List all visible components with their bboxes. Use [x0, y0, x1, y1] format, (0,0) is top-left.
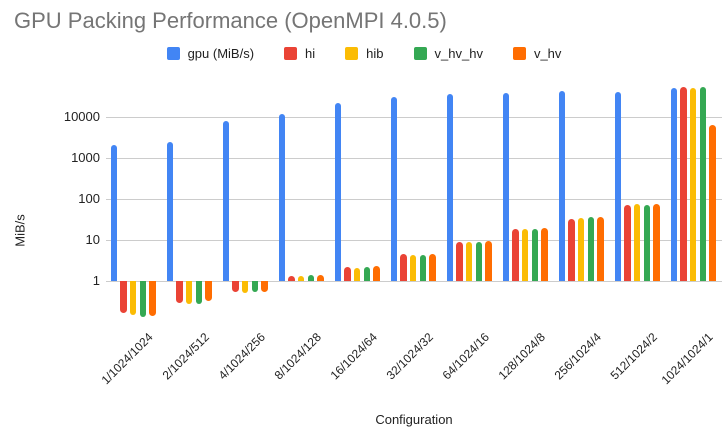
- bar-v_hv[interactable]: [205, 281, 212, 302]
- bar-v_hv_hv[interactable]: [307, 275, 315, 281]
- bar-gpu-MiB-s-[interactable]: [446, 94, 453, 281]
- legend: gpu (MiB/s) hi hib v_hv_hv v_hv: [0, 44, 728, 62]
- gridline: [106, 198, 722, 200]
- x-axis-label: 8/1024/128: [271, 330, 324, 383]
- bar-v_hv_hv[interactable]: [251, 281, 259, 292]
- bar-gpu-MiB-s-[interactable]: [278, 113, 285, 281]
- bar-hib[interactable]: [185, 281, 193, 305]
- bar-v_hv[interactable]: [709, 124, 716, 281]
- legend-item-gpu: gpu (MiB/s): [166, 45, 255, 61]
- bar-gpu-MiB-s-[interactable]: [558, 91, 565, 281]
- bar-gpu-MiB-s-[interactable]: [166, 141, 173, 281]
- bar-v_hv_hv[interactable]: [475, 241, 483, 281]
- gridline: [106, 239, 722, 241]
- x-axis-labels: 1/1024/1024 2/1024/512 4/1024/256 8/1024/12…: [99, 330, 722, 400]
- y-axis-tick-label: 10000: [63, 109, 100, 124]
- bar-v_hv_hv[interactable]: [419, 254, 427, 281]
- legend-label-gpu: gpu (MiB/s): [187, 45, 255, 61]
- bar-v_hv_hv[interactable]: [195, 281, 203, 305]
- legend-item-v_hv: v_hv: [512, 45, 562, 61]
- gridline: [106, 157, 722, 159]
- legend-item-v_hv_hv: v_hv_hv: [413, 45, 483, 61]
- bar-hi[interactable]: [400, 253, 407, 281]
- bar-v_hv[interactable]: [485, 240, 492, 281]
- bar-v_hv_hv[interactable]: [363, 266, 371, 281]
- bar-hi[interactable]: [680, 86, 687, 281]
- y-axis-ticks: 1 10 100 1000 10000: [58, 85, 100, 322]
- x-axis-label: 1024/1024/1: [658, 330, 716, 388]
- plot-area: [106, 85, 722, 322]
- bar-v_hv[interactable]: [261, 281, 268, 292]
- x-axis-label: 2/1024/512: [159, 330, 212, 383]
- bar-hi[interactable]: [176, 281, 183, 304]
- bar-gpu-MiB-s-[interactable]: [670, 87, 677, 281]
- x-axis-label: 64/1024/16: [439, 330, 492, 383]
- bar-hib[interactable]: [297, 276, 305, 281]
- legend-label-hib: hib: [366, 45, 384, 61]
- gridline: [106, 116, 722, 118]
- bar-hi[interactable]: [344, 266, 351, 281]
- y-axis-title: MiB/s: [12, 214, 28, 247]
- legend-swatch-v_hv_hv: [413, 46, 427, 60]
- bar-hi[interactable]: [232, 281, 239, 292]
- x-axis-label: 32/1024/32: [383, 330, 436, 383]
- x-axis-label: 512/1024/2: [607, 330, 660, 383]
- bar-v_hv_hv[interactable]: [531, 228, 539, 281]
- bar-hib[interactable]: [129, 281, 137, 315]
- bar-v_hv[interactable]: [541, 227, 548, 281]
- bar-gpu-MiB-s-[interactable]: [110, 144, 117, 281]
- bar-hib[interactable]: [633, 203, 641, 281]
- y-axis-tick-label: 10: [85, 232, 100, 247]
- x-axis-label: 4/1024/256: [215, 330, 268, 383]
- bar-gpu-MiB-s-[interactable]: [390, 96, 397, 281]
- bar-v_hv[interactable]: [429, 253, 436, 281]
- bar-gpu-MiB-s-[interactable]: [502, 92, 509, 281]
- chart-title: GPU Packing Performance (OpenMPI 4.0.5): [14, 8, 447, 33]
- legend-swatch-gpu: [166, 46, 180, 60]
- bar-v_hv[interactable]: [149, 281, 156, 316]
- bar-v_hv[interactable]: [373, 266, 380, 281]
- bar-hi[interactable]: [512, 228, 519, 281]
- legend-label-v_hv: v_hv: [533, 45, 562, 61]
- legend-swatch-hib: [345, 46, 359, 60]
- bar-v_hv_hv[interactable]: [139, 281, 147, 318]
- gridline: [106, 280, 722, 282]
- legend-label-v_hv_hv: v_hv_hv: [434, 45, 483, 61]
- bar-v_hv[interactable]: [653, 203, 660, 281]
- legend-item-hi: hi: [284, 46, 315, 61]
- bar-hib[interactable]: [689, 87, 697, 281]
- bar-gpu-MiB-s-[interactable]: [614, 91, 621, 281]
- y-axis-tick-label: 1: [92, 273, 100, 288]
- bar-hib[interactable]: [521, 228, 529, 281]
- y-axis-tick-label: 1000: [71, 150, 100, 165]
- x-axis-label: 16/1024/64: [327, 330, 380, 383]
- bar-v_hv[interactable]: [317, 275, 324, 281]
- bar-hib[interactable]: [353, 267, 361, 281]
- bar-hi[interactable]: [456, 241, 463, 281]
- x-axis-label: 1/1024/1024: [98, 330, 156, 388]
- bar-hi[interactable]: [120, 281, 127, 313]
- bar-v_hv[interactable]: [597, 217, 604, 281]
- legend-label-hi: hi: [305, 45, 316, 61]
- bar-hib[interactable]: [577, 217, 585, 281]
- bar-hib[interactable]: [241, 281, 249, 293]
- bar-v_hv_hv[interactable]: [587, 217, 595, 281]
- bar-hib[interactable]: [465, 242, 473, 281]
- legend-swatch-hi: [284, 46, 298, 60]
- bar-hi[interactable]: [624, 205, 631, 281]
- x-axis-title: Configuration: [375, 412, 453, 427]
- y-axis-tick-label: 100: [78, 191, 100, 206]
- x-axis-label: 128/1024/8: [495, 330, 548, 383]
- bar-gpu-MiB-s-[interactable]: [334, 102, 341, 281]
- legend-swatch-v_hv: [512, 46, 526, 60]
- bar-v_hv_hv[interactable]: [699, 86, 707, 281]
- x-axis-label: 256/1024/4: [551, 330, 604, 383]
- bar-hi[interactable]: [568, 218, 575, 281]
- bar-hi[interactable]: [288, 275, 295, 281]
- legend-item-hib: hib: [345, 45, 384, 61]
- bar-hib[interactable]: [409, 255, 417, 281]
- bar-gpu-MiB-s-[interactable]: [222, 121, 229, 281]
- bar-v_hv_hv[interactable]: [643, 205, 651, 281]
